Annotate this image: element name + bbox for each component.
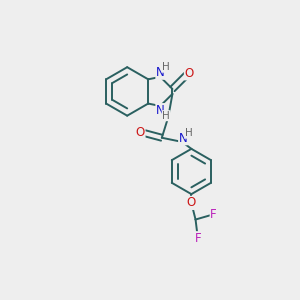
Text: O: O — [184, 67, 194, 80]
Text: H: H — [162, 62, 170, 72]
Text: F: F — [210, 208, 217, 221]
Text: N: N — [156, 66, 165, 79]
Text: O: O — [136, 126, 145, 139]
Text: F: F — [195, 232, 202, 245]
Text: N: N — [156, 104, 165, 117]
Text: O: O — [187, 196, 196, 209]
Text: H: H — [162, 111, 170, 121]
Text: N: N — [179, 132, 188, 145]
Text: H: H — [185, 128, 193, 138]
